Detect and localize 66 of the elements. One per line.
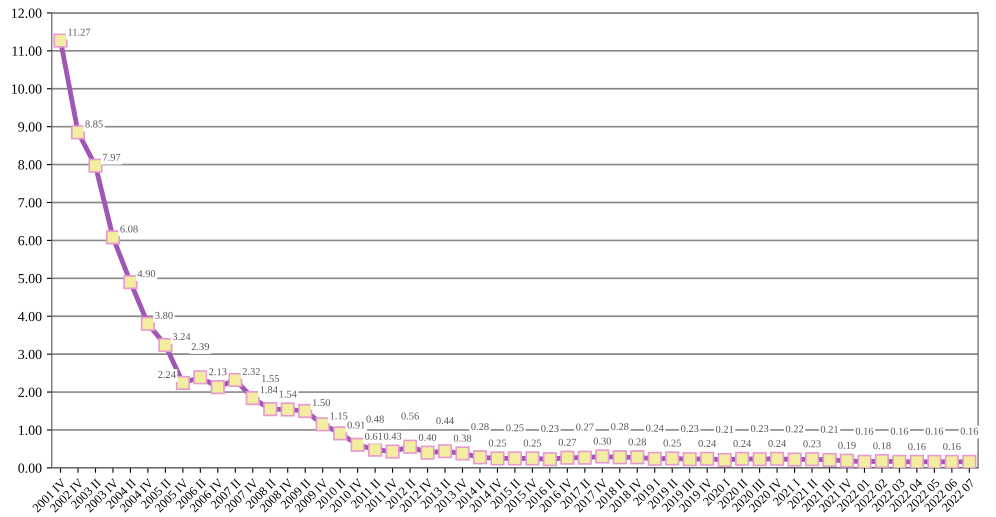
data-label: 11.27 [68,28,90,36]
y-tick-label: 6.00 [18,236,42,246]
data-label: 0.61 [364,432,382,440]
data-label: 2.32 [242,368,260,376]
y-tick-label: 4.00 [18,312,42,322]
data-label: 0.40 [418,434,436,441]
y-tick-label: 10.00 [12,84,42,94]
data-label: 1.15 [330,412,348,420]
data-label: 0.30 [594,438,612,445]
data-label: 0.24 [698,440,716,447]
data-label: 0.16 [926,428,944,435]
data-label: 0.27 [558,438,576,446]
data-label: 2.13 [209,368,227,376]
data-label: 0.21 [716,426,734,433]
data-label: 0.24 [768,440,786,447]
data-label: 2.39 [192,343,210,350]
data-label: 0.25 [506,424,524,432]
data-label: 7.97 [103,154,120,161]
data-label: 0.28 [471,423,489,430]
data-label: 1.55 [262,375,279,382]
data-label: 0.16 [856,428,874,435]
y-tick-label: 0.00 [18,463,42,473]
data-label: 8.85 [85,120,103,128]
y-tick-label: 11.00 [12,46,42,56]
data-label: 0.16 [960,428,978,435]
data-label: 1.50 [313,399,330,406]
data-label: 0.25 [524,440,542,447]
data-label: 2.24 [158,371,176,378]
data-label: 0.38 [454,434,472,442]
data-label: 0.25 [664,440,681,447]
y-tick-label: 2.00 [18,388,42,398]
data-label: 0.44 [436,417,454,424]
data-label: 0.23 [680,425,698,432]
data-label: 1.54 [280,390,297,398]
y-tick-label: 9.00 [18,122,42,132]
data-label: 0.28 [628,438,646,446]
data-label: 0.22 [786,425,804,432]
y-tick-label: 12.00 [12,8,42,18]
data-label: 0.91 [348,421,365,429]
data-label: 0.21 [820,426,838,433]
data-label: 0.24 [646,424,664,432]
y-tick-label: 7.00 [18,198,42,208]
data-label: 0.18 [873,442,891,450]
data-label: 0.48 [366,416,384,423]
data-label: 6.08 [120,225,138,233]
data-label: 0.19 [838,442,856,449]
data-label: 0.24 [733,440,752,447]
y-tick-label: 8.00 [18,160,42,170]
data-label: 0.25 [488,440,506,447]
data-label: 0.27 [576,424,594,431]
data-label: 3.24 [172,333,190,340]
y-tick-label: 3.00 [18,350,42,360]
data-label: 0.23 [750,425,768,432]
y-tick-label: 5.00 [18,274,42,284]
data-label: 0.28 [611,423,629,430]
data-label: 0.43 [384,432,402,440]
data-label: 0.16 [943,442,961,450]
data-label: 0.56 [401,412,419,420]
data-label: 4.90 [138,270,156,278]
data-label: 1.84 [260,386,278,394]
data-label: 0.16 [890,428,908,435]
data-label: 0.23 [803,440,821,448]
data-label: 0.16 [908,442,926,450]
y-tick-label: 1.00 [18,426,42,435]
data-label: 3.80 [155,312,173,319]
data-label: 0.23 [541,425,559,432]
